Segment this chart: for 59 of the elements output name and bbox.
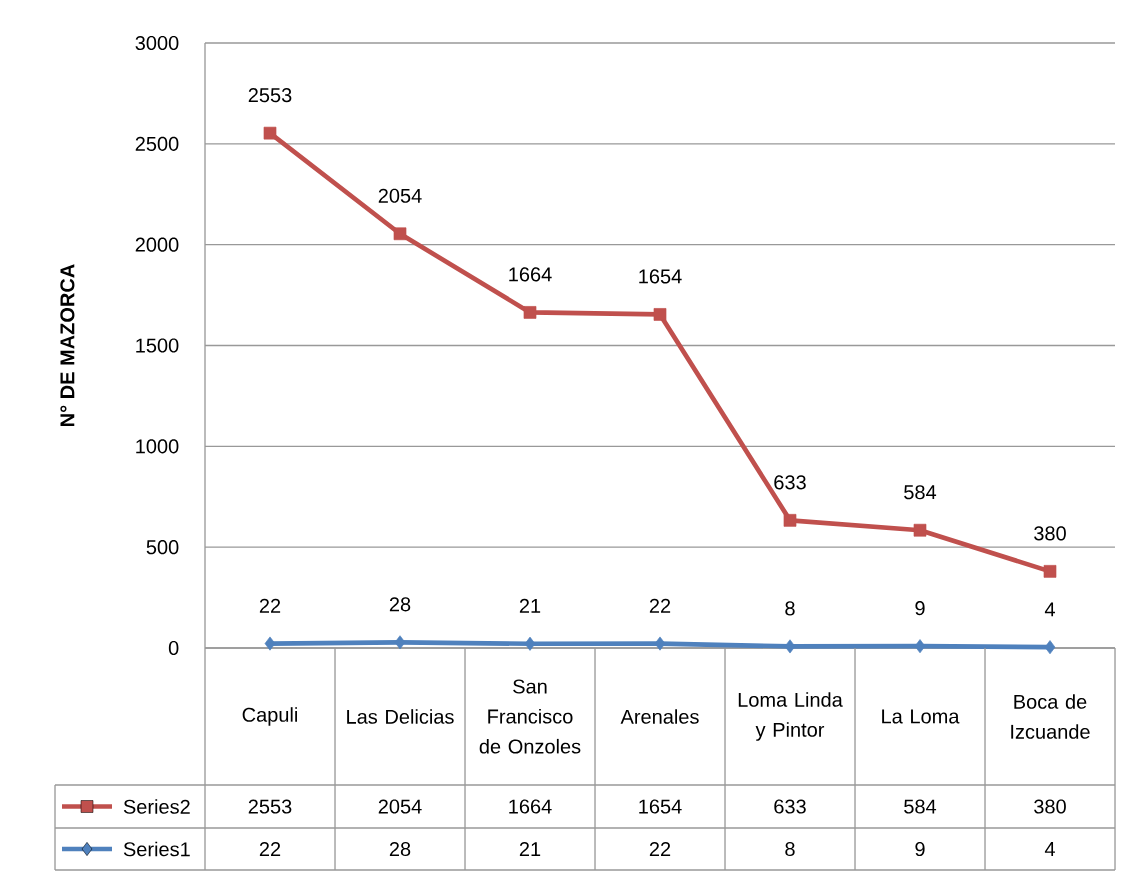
x-tick-label: Arenales: [620, 709, 699, 724]
text: 22: [649, 598, 671, 613]
data-label: 2054: [378, 799, 422, 814]
point: [523, 306, 537, 319]
data-label: 4: [1044, 842, 1055, 856]
data-label: 22: [259, 842, 281, 856]
data-label: 380: [1034, 799, 1066, 814]
x-tick-label: Las Delicias: [347, 709, 454, 724]
point: [653, 308, 667, 321]
point: [394, 635, 406, 650]
point: [1044, 640, 1056, 655]
x-tick-label: Capuli: [242, 707, 297, 726]
text: 9: [915, 601, 925, 616]
legend-label: Series1: [123, 841, 190, 857]
data-label: 584: [904, 799, 937, 814]
point: [783, 514, 797, 527]
text: 1654: [639, 269, 682, 284]
point: [784, 639, 796, 654]
data-label: 1654: [639, 799, 682, 814]
point: [914, 639, 926, 654]
y-tick-label: 500: [146, 540, 179, 555]
y-tick-label: 1000: [136, 439, 179, 454]
y-tick-label: 2500: [135, 136, 179, 151]
x-tick-label: Loma Linda y Pintor: [738, 692, 843, 741]
data-label: 22: [649, 842, 671, 856]
point: [263, 126, 277, 140]
point: [1043, 565, 1057, 578]
data-label: 9: [915, 841, 925, 857]
data-label: 1664: [509, 799, 552, 814]
text: 28: [389, 597, 411, 612]
legend-label: Series2: [123, 799, 190, 814]
point: [393, 227, 407, 241]
y-tick-label: 2000: [135, 237, 179, 252]
point: [264, 636, 276, 651]
text: 8: [785, 601, 795, 616]
text: 584: [904, 485, 937, 500]
y-axis-title: N° DE MAZORCA: [60, 264, 75, 426]
y-tick-label: 0: [168, 640, 179, 656]
data-label: 28: [389, 841, 411, 857]
text: 2553: [248, 88, 292, 103]
text: 4: [1044, 602, 1055, 617]
data-label: 21: [519, 842, 541, 856]
text: 2054: [378, 188, 422, 203]
point: [654, 636, 666, 651]
x-tick-label: La Loma: [882, 709, 960, 724]
text: 1664: [509, 267, 552, 282]
data-label: 8: [785, 841, 795, 857]
x-tick-label: Boca de Izcuande: [1011, 694, 1090, 739]
data-label: 633: [774, 799, 806, 814]
text: 21: [519, 598, 541, 613]
y-tick-label: 3000: [135, 35, 179, 51]
data-label: 2553: [248, 799, 292, 814]
y-tick-label: 1500: [136, 338, 179, 353]
text: 633: [774, 475, 806, 490]
point: [913, 523, 927, 537]
text: 22: [259, 598, 281, 613]
text: 380: [1034, 526, 1066, 541]
point: [524, 636, 536, 651]
x-tick-label: San Francisco de Onzoles: [479, 679, 581, 754]
